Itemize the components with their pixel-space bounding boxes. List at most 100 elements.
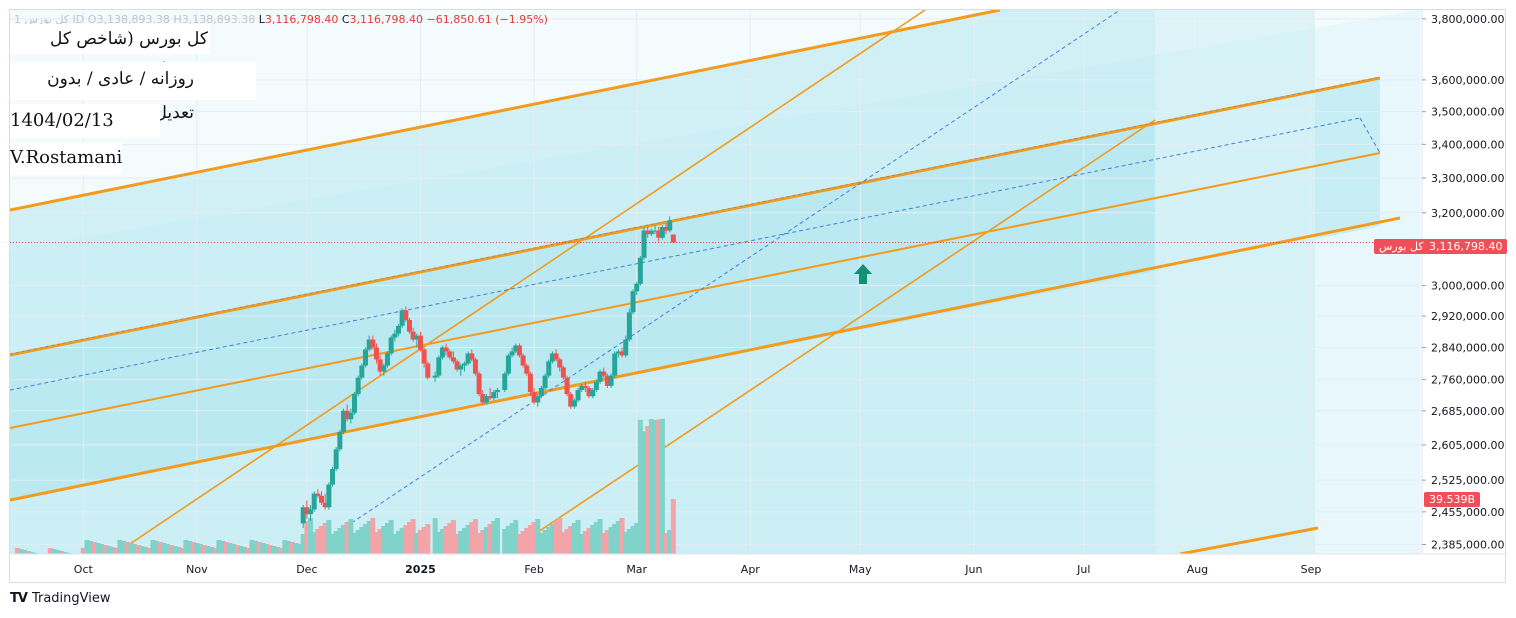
- candle-body: [571, 400, 577, 407]
- volume-bar: [469, 522, 475, 554]
- candle-body: [344, 410, 350, 420]
- candle-body: [359, 365, 365, 378]
- volume-bar: [601, 533, 607, 554]
- volume-bar: [304, 521, 310, 554]
- high-value: 3,138,893.38: [181, 13, 256, 26]
- candle-body: [579, 385, 585, 390]
- volume-bar: [102, 545, 108, 554]
- volume-bar: [524, 528, 530, 554]
- candle-body: [509, 351, 515, 356]
- volume-bar: [509, 523, 515, 554]
- candle-body: [461, 363, 467, 366]
- volume-bar: [165, 544, 171, 554]
- volume-bar: [516, 534, 522, 554]
- volume-bar: [377, 529, 383, 554]
- volume-bar: [373, 532, 379, 554]
- volume-bar: [395, 531, 401, 554]
- volume-bar: [476, 533, 482, 554]
- volume-bar: [330, 534, 336, 554]
- volume-bar: [245, 548, 251, 554]
- volume-bar: [370, 518, 376, 554]
- price-tick-label: 3,000,000.00: [1431, 280, 1504, 293]
- volume-bar: [590, 525, 596, 554]
- dashed-steep-mid: [304, 10, 1121, 554]
- volume-bar: [623, 532, 629, 554]
- price-tick-label: 3,600,000.00: [1431, 74, 1504, 87]
- time-tick-label: Mar: [626, 563, 647, 576]
- volume-bar: [300, 534, 306, 554]
- time-tick-label: Aug: [1187, 563, 1208, 576]
- volume-bar: [384, 523, 390, 554]
- volume-bar: [527, 525, 533, 554]
- volume-bar: [667, 530, 673, 554]
- volume-bar: [564, 529, 570, 554]
- volume-bar: [84, 540, 90, 554]
- price-tick-label: 2,760,000.00: [1431, 374, 1504, 387]
- channel-fill-wide: [10, 10, 1420, 554]
- volume-bar: [25, 551, 31, 554]
- volume-bar: [190, 542, 196, 554]
- volume-bar: [560, 532, 566, 554]
- title-index-name: کل بورس (شاخص کل بورس): [10, 24, 210, 79]
- volume-bar: [227, 543, 233, 554]
- volume-bar: [505, 526, 511, 554]
- volume-bar: [553, 521, 559, 554]
- candle-body: [454, 361, 460, 370]
- volume-bar: [106, 546, 112, 554]
- candle-body: [502, 373, 508, 390]
- brand-footer[interactable]: TV TradingView: [10, 591, 110, 606]
- volume-bar: [99, 544, 105, 554]
- candle-body: [333, 449, 339, 470]
- volume-bar: [322, 523, 328, 554]
- price-tick-label: 2,455,000.00: [1431, 506, 1504, 519]
- time-tick-label: Apr: [741, 563, 761, 576]
- candle-body: [458, 365, 464, 370]
- volume-bar: [58, 551, 64, 554]
- trendline-projection: [1179, 526, 1319, 554]
- tradingview-logo-icon: TV: [10, 591, 28, 606]
- volume-bar: [447, 523, 453, 554]
- candle-body: [612, 353, 618, 376]
- candle-body: [476, 373, 482, 395]
- volume-bar: [176, 547, 182, 554]
- price-tick-label: 3,500,000.00: [1431, 106, 1504, 119]
- candle-body: [348, 412, 354, 420]
- time-tick-label: Oct: [74, 563, 94, 576]
- volume-bar: [392, 534, 398, 554]
- volume-bar: [319, 526, 325, 554]
- volume-bar: [161, 543, 167, 554]
- candle-body: [590, 389, 596, 397]
- candle-body: [373, 347, 379, 360]
- volume-bar: [293, 543, 299, 554]
- volume-bar: [326, 520, 332, 554]
- price-tick-label: 3,300,000.00: [1431, 172, 1504, 185]
- high-label: H: [173, 13, 182, 26]
- volume-bar: [454, 534, 460, 554]
- candle-body: [619, 351, 625, 356]
- volume-bar: [538, 533, 544, 554]
- candle-body: [300, 507, 306, 524]
- volume-bar: [494, 518, 500, 554]
- volume-bar: [168, 545, 174, 554]
- volume-bar: [124, 542, 130, 554]
- candle-body: [341, 410, 347, 433]
- volume-bar: [146, 548, 152, 554]
- volume-bar: [187, 541, 193, 554]
- candle-body: [582, 385, 588, 388]
- chart-frame[interactable]: [9, 9, 1506, 583]
- volume-bar: [341, 525, 347, 554]
- volume-bar: [253, 541, 259, 554]
- volume-bar: [546, 527, 552, 554]
- volume-bar: [264, 544, 270, 554]
- volume-bar: [278, 548, 284, 554]
- volume-bar: [487, 524, 493, 554]
- last-price-tag: 3,116,798.40: [1424, 239, 1508, 254]
- volume-bar: [542, 530, 548, 554]
- candle-body: [659, 226, 665, 238]
- candle-body: [392, 333, 398, 338]
- dashed-upper-shadow: [10, 76, 1381, 355]
- candle-body: [524, 365, 530, 374]
- trendline-channel-lower: [10, 216, 1401, 502]
- volume-bar: [630, 526, 636, 554]
